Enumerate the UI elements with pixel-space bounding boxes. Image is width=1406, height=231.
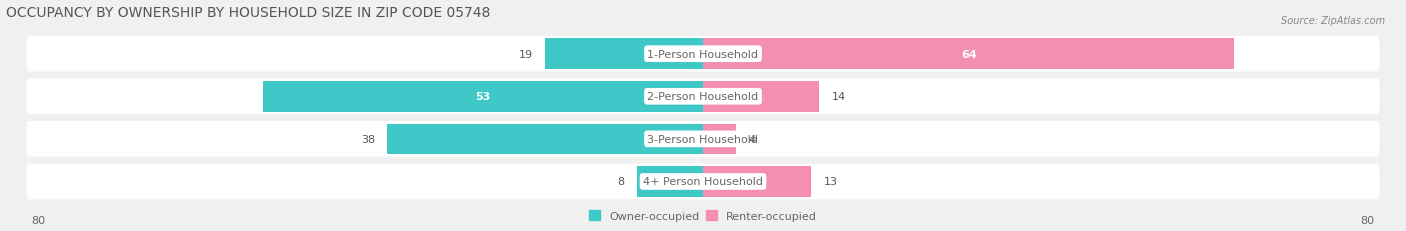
Text: 2-Person Household: 2-Person Household (647, 92, 759, 102)
Text: 53: 53 (475, 92, 491, 102)
Text: 38: 38 (361, 134, 375, 144)
Text: 13: 13 (824, 177, 838, 187)
Text: Source: ZipAtlas.com: Source: ZipAtlas.com (1281, 16, 1385, 26)
Bar (703, 39, 1234, 70)
Text: 64: 64 (960, 49, 977, 59)
Bar (637, 166, 703, 197)
FancyBboxPatch shape (27, 79, 1379, 115)
Text: 1-Person Household: 1-Person Household (648, 49, 758, 59)
Bar (703, 82, 820, 112)
Bar (388, 124, 703, 155)
Bar (703, 124, 737, 155)
Legend: Owner-occupied, Renter-occupied: Owner-occupied, Renter-occupied (589, 210, 817, 221)
Text: OCCUPANCY BY OWNERSHIP BY HOUSEHOLD SIZE IN ZIP CODE 05748: OCCUPANCY BY OWNERSHIP BY HOUSEHOLD SIZE… (6, 6, 489, 19)
FancyBboxPatch shape (27, 37, 1379, 72)
Text: 8: 8 (617, 177, 624, 187)
Bar (703, 166, 811, 197)
Text: 4: 4 (748, 134, 756, 144)
Bar (263, 82, 703, 112)
FancyBboxPatch shape (27, 164, 1379, 200)
Text: 4+ Person Household: 4+ Person Household (643, 177, 763, 187)
Text: 14: 14 (832, 92, 846, 102)
Text: 19: 19 (519, 49, 533, 59)
FancyBboxPatch shape (27, 122, 1379, 157)
Text: 3-Person Household: 3-Person Household (648, 134, 758, 144)
Bar (546, 39, 703, 70)
